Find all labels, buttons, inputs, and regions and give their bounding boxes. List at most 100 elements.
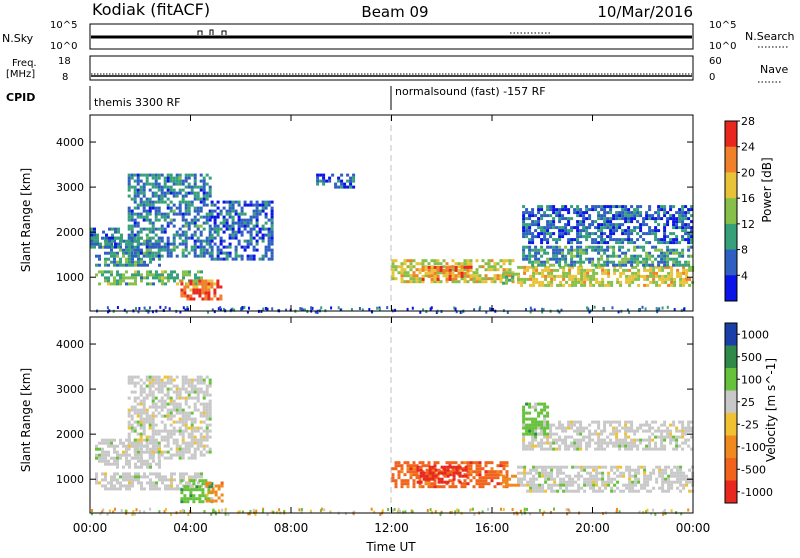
echo-cell <box>107 487 110 491</box>
echo-cell <box>258 230 262 234</box>
echo-cell <box>184 191 188 195</box>
echo-cell <box>113 263 116 267</box>
echo-cell <box>178 444 182 448</box>
echo-cell <box>234 209 238 213</box>
echo-cell <box>669 257 673 261</box>
time-xlabel: Time UT <box>365 540 416 554</box>
echo-cell <box>145 384 149 388</box>
echo-cell <box>549 220 553 224</box>
echo-cell <box>546 411 550 415</box>
echo-cell <box>469 274 473 278</box>
echo-cell <box>217 509 220 513</box>
echo-cell <box>579 423 583 427</box>
echo-cell <box>325 179 329 183</box>
echo-cell <box>618 248 622 252</box>
echo-cell <box>534 248 538 252</box>
echo-cell <box>546 208 550 212</box>
echo-cell <box>603 441 607 445</box>
echo-cell <box>231 200 235 204</box>
echo-cell <box>433 485 437 489</box>
echo-cell <box>416 465 420 469</box>
echo-cell <box>149 438 152 442</box>
echo-cell <box>107 453 110 457</box>
echo-cell <box>522 205 526 209</box>
echo-cell <box>119 481 122 485</box>
echo-cell <box>685 268 689 272</box>
echo-cell <box>525 229 529 233</box>
echo-cell <box>370 507 373 511</box>
echo-cell <box>190 387 194 391</box>
echo-cell <box>663 229 667 233</box>
echo-cell <box>202 227 206 231</box>
echo-cell <box>633 208 637 212</box>
echo-cell <box>597 438 601 442</box>
echo-cell <box>487 482 491 486</box>
echo-cell <box>540 420 544 424</box>
echo-cell <box>633 444 637 448</box>
colorbar-swatch <box>725 435 737 459</box>
echo-cell <box>205 387 209 391</box>
echo-cell <box>189 288 193 292</box>
echo-cell <box>403 482 407 486</box>
echo-cell <box>568 480 572 484</box>
echo-cell <box>112 510 115 514</box>
echo-cell <box>612 205 616 209</box>
echo-cell <box>192 288 196 292</box>
echo-cell <box>630 423 634 427</box>
echo-cell <box>145 408 149 412</box>
echo-cell <box>657 429 661 433</box>
echo-cell <box>122 465 125 469</box>
echo-cell <box>142 381 146 385</box>
echo-cell <box>210 254 214 258</box>
echo-cell <box>194 282 197 286</box>
echo-cell <box>621 245 625 249</box>
echo-cell <box>175 387 179 391</box>
echo-cell <box>117 245 120 249</box>
echo-cell <box>133 212 137 216</box>
echo-cell <box>618 441 622 445</box>
echo-cell <box>172 242 176 246</box>
echo-cell <box>436 259 440 263</box>
echo-cell <box>577 477 581 481</box>
echo-cell <box>205 499 209 503</box>
echo-cell <box>136 408 140 412</box>
echo-cell <box>502 477 505 481</box>
echo-cell <box>576 432 580 436</box>
echo-cell <box>406 464 410 468</box>
echo-cell <box>657 426 661 430</box>
echo-cell <box>666 257 670 261</box>
echo-cell <box>672 214 676 218</box>
echo-cell <box>582 426 586 430</box>
x-tick-label: 04:00 <box>173 521 208 535</box>
echo-cell <box>133 191 137 195</box>
echo-cell <box>198 497 202 501</box>
echo-cell <box>627 435 631 439</box>
echo-cell <box>216 215 220 219</box>
echo-cell <box>409 467 413 471</box>
x-tick-label: 00:00 <box>73 521 108 535</box>
echo-cell <box>183 485 187 489</box>
freq-label: Freq. <box>12 58 37 69</box>
echo-cell <box>673 480 677 484</box>
echo-cell <box>541 307 544 311</box>
echo-cell <box>113 438 116 442</box>
echo-cell <box>231 236 235 240</box>
echo-cell <box>439 262 443 266</box>
echo-cell <box>136 242 140 246</box>
echo-cell <box>448 473 452 477</box>
echo-cell <box>428 477 432 481</box>
echo-cell <box>645 423 649 427</box>
echo-cell <box>610 489 614 493</box>
echo-cell <box>496 274 500 278</box>
echo-cell <box>440 465 444 469</box>
echo-cell <box>549 441 553 445</box>
echo-cell <box>128 478 131 482</box>
echo-cell <box>237 230 241 234</box>
echo-cell <box>187 417 191 421</box>
echo-cell <box>98 282 101 286</box>
echo-cell <box>190 248 194 252</box>
echo-cell <box>163 212 167 216</box>
echo-cell <box>579 211 583 215</box>
echo-cell <box>464 474 468 478</box>
echo-cell <box>567 251 571 255</box>
